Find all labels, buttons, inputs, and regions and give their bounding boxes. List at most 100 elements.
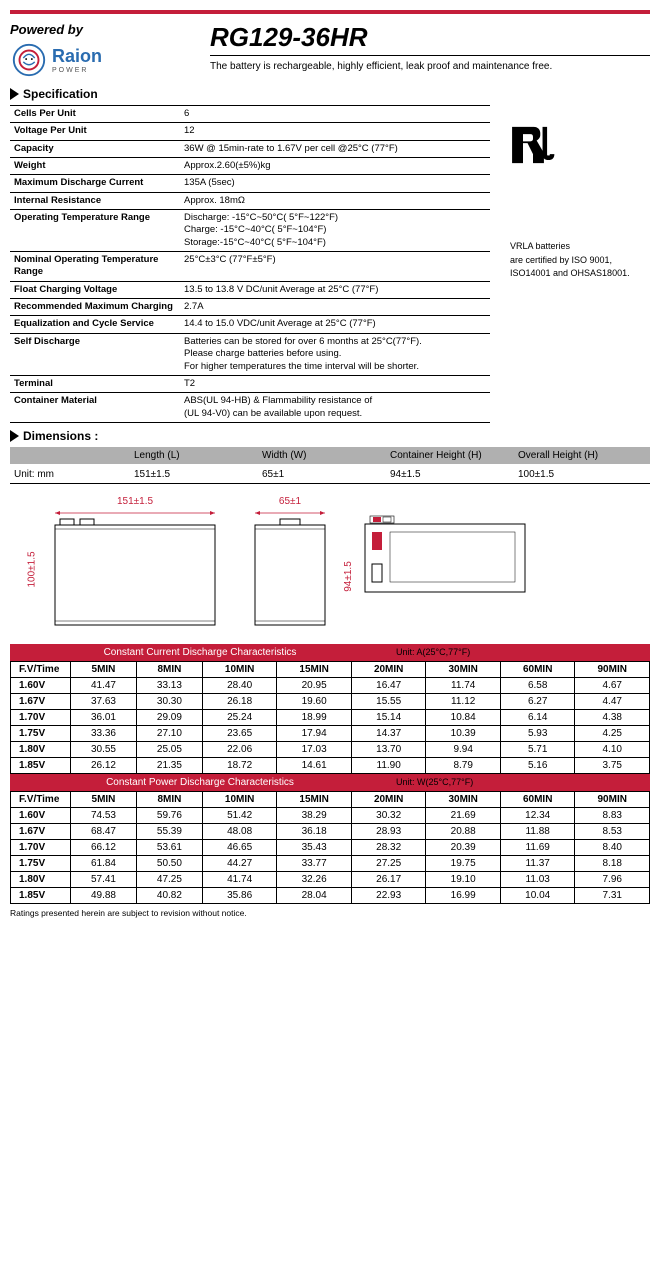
col-header: 30MIN xyxy=(426,791,501,807)
spec-val: Approx. 18mΩ xyxy=(180,192,490,209)
logo-block: Powered by Raion POWER xyxy=(10,22,190,79)
cell: 13.70 xyxy=(351,741,426,757)
cell: 11.88 xyxy=(500,823,575,839)
cell: 37.63 xyxy=(71,693,137,709)
cell: 33.77 xyxy=(277,855,352,871)
cell: 11.74 xyxy=(426,677,501,693)
cell: 27.10 xyxy=(136,725,202,741)
cell: 44.27 xyxy=(202,855,277,871)
brand-sub: POWER xyxy=(52,67,102,74)
label-side-w: 65±1 xyxy=(250,496,330,507)
footnote: Ratings presented herein are subject to … xyxy=(10,908,650,918)
triangle-icon xyxy=(10,430,19,442)
cell: 1.75V xyxy=(11,725,71,741)
cell: 1.70V xyxy=(11,839,71,855)
cell: 28.04 xyxy=(277,887,352,903)
spec-key: Voltage Per Unit xyxy=(10,123,180,140)
cell: 6.14 xyxy=(500,709,575,725)
spec-val: 6 xyxy=(180,106,490,123)
cell: 10.04 xyxy=(500,887,575,903)
label-overall-h: 100±1.5 xyxy=(27,551,38,587)
cell: 41.47 xyxy=(71,677,137,693)
cell: 11.69 xyxy=(500,839,575,855)
cell: 1.75V xyxy=(11,855,71,871)
spec-row: Self DischargeBatteries can be stored fo… xyxy=(10,333,490,375)
spec-key: Container Material xyxy=(10,393,180,423)
cert-text: VRLA batteries are certified by ISO 9001… xyxy=(510,240,650,281)
cell: 30.32 xyxy=(351,807,426,823)
cell: 21.35 xyxy=(136,757,202,773)
cell: 26.18 xyxy=(202,693,277,709)
col-header: 20MIN xyxy=(351,661,426,677)
cell: 36.18 xyxy=(277,823,352,839)
dim-col-oheight: Overall Height (H) xyxy=(518,450,646,461)
cell: 8.79 xyxy=(426,757,501,773)
label-side-h: 94±1.5 xyxy=(343,561,354,592)
lion-icon xyxy=(10,41,48,79)
cell: 7.31 xyxy=(575,887,650,903)
cell: 26.17 xyxy=(351,871,426,887)
cell: 66.12 xyxy=(71,839,137,855)
drawing-side xyxy=(250,509,330,629)
cell: 1.60V xyxy=(11,677,71,693)
drawing-top xyxy=(360,514,530,596)
table-row: 1.75V61.8450.5044.2733.7727.2519.7511.37… xyxy=(11,855,650,871)
col-header: 10MIN xyxy=(202,661,277,677)
cell: 20.39 xyxy=(426,839,501,855)
spec-table: Cells Per Unit6Voltage Per Unit12Capacit… xyxy=(10,105,490,423)
spec-val: 13.5 to 13.8 V DC/unit Average at 25°C (… xyxy=(180,281,490,298)
cell: 33.36 xyxy=(71,725,137,741)
spec-key: Capacity xyxy=(10,140,180,157)
cell: 11.12 xyxy=(426,693,501,709)
dim-col-length: Length (L) xyxy=(134,450,262,461)
dim-heading: Dimensions : xyxy=(10,429,650,443)
cell: 33.13 xyxy=(136,677,202,693)
cell: 55.39 xyxy=(136,823,202,839)
cell: 40.82 xyxy=(136,887,202,903)
dim-val-cheight: 94±1.5 xyxy=(390,469,518,480)
col-header: 8MIN xyxy=(136,791,202,807)
cell: 1.80V xyxy=(11,871,71,887)
cell: 4.38 xyxy=(575,709,650,725)
spec-row: WeightApprox.2.60(±5%)kg xyxy=(10,158,490,175)
spec-val: 14.4 to 15.0 VDC/unit Average at 25°C (7… xyxy=(180,316,490,333)
spec-key: Operating Temperature Range xyxy=(10,210,180,252)
table-row: 1.85V49.8840.8235.8628.0422.9316.9910.04… xyxy=(11,887,650,903)
cell: 15.14 xyxy=(351,709,426,725)
model-number: RG129-36HR xyxy=(210,22,650,56)
spec-wrapper: Cells Per Unit6Voltage Per Unit12Capacit… xyxy=(10,105,650,423)
cell: 1.85V xyxy=(11,757,71,773)
col-header: 10MIN xyxy=(202,791,277,807)
cell: 6.27 xyxy=(500,693,575,709)
table-row: 1.80V30.5525.0522.0617.0313.709.945.714.… xyxy=(11,741,650,757)
title-block: RG129-36HR The battery is rechargeable, … xyxy=(210,22,650,79)
cell: 4.67 xyxy=(575,677,650,693)
cell: 29.09 xyxy=(136,709,202,725)
spec-title: Specification xyxy=(23,87,98,101)
dim-col-width: Width (W) xyxy=(262,450,390,461)
cell: 1.70V xyxy=(11,709,71,725)
spec-row: Internal ResistanceApprox. 18mΩ xyxy=(10,192,490,209)
brand-logo: Raion POWER xyxy=(10,41,190,79)
spec-val: 12 xyxy=(180,123,490,140)
cell: 5.16 xyxy=(500,757,575,773)
spec-key: Nominal Operating Temperature Range xyxy=(10,252,180,282)
spec-val: T2 xyxy=(180,375,490,392)
col-header: 90MIN xyxy=(575,791,650,807)
ul-mark-icon xyxy=(510,125,650,180)
cell: 10.39 xyxy=(426,725,501,741)
spec-row: TerminalT2 xyxy=(10,375,490,392)
spec-val: Batteries can be stored for over 6 month… xyxy=(180,333,490,375)
cell: 61.84 xyxy=(71,855,137,871)
drawing-front xyxy=(50,509,220,629)
cell: 53.61 xyxy=(136,839,202,855)
cell: 46.65 xyxy=(202,839,277,855)
power-table-block: Constant Power Discharge Characteristics… xyxy=(10,774,650,904)
col-header: 60MIN xyxy=(500,791,575,807)
cell: 32.26 xyxy=(277,871,352,887)
cell: 51.42 xyxy=(202,807,277,823)
col-header: F.V/Time xyxy=(11,791,71,807)
cell: 35.86 xyxy=(202,887,277,903)
spec-val: 25°C±3°C (77°F±5°F) xyxy=(180,252,490,282)
cell: 50.50 xyxy=(136,855,202,871)
